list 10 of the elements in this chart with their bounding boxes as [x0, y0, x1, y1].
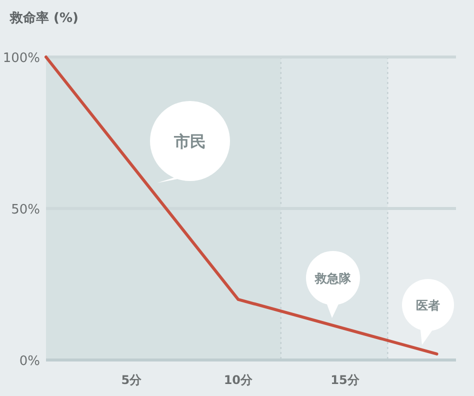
- annotation: 医者: [416, 298, 440, 313]
- annotation: 市民: [173, 132, 206, 152]
- annotation: 救急隊: [314, 272, 352, 286]
- y-tick-label: 0%: [19, 354, 40, 369]
- x-tick-label: 10分: [224, 373, 254, 387]
- x-tick-label: 15分: [330, 373, 360, 387]
- y-tick-label: 50%: [11, 202, 40, 218]
- y-tick-label: 100%: [2, 51, 40, 66]
- x-tick-label: 5分: [121, 373, 143, 387]
- y-axis-title: 救命率 (%): [9, 10, 78, 26]
